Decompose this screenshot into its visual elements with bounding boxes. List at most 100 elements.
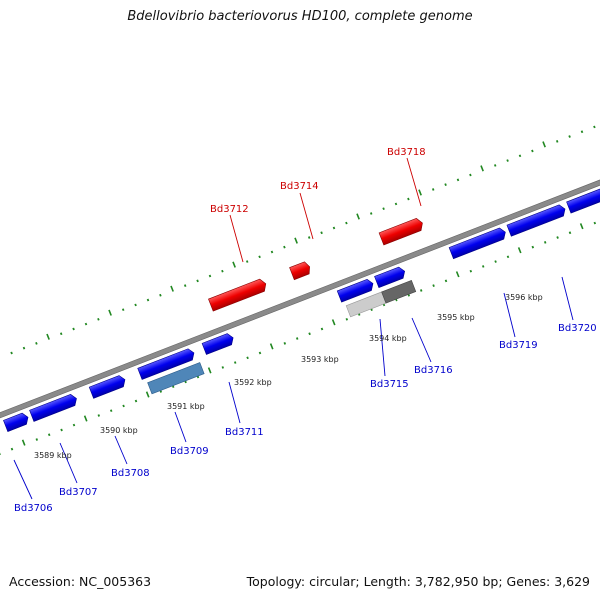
- major-tick: [269, 343, 274, 350]
- minor-tick: [382, 207, 385, 211]
- label-bd3707[interactable]: Bd3707: [59, 487, 98, 498]
- minor-tick: [10, 447, 14, 451]
- minor-tick: [308, 332, 311, 336]
- minor-tick: [258, 351, 262, 355]
- gene-bd3718[interactable]: [378, 217, 425, 246]
- minor-tick: [407, 197, 410, 201]
- leader-bd3707: [59, 442, 78, 484]
- leader-bd3720: [561, 276, 574, 321]
- gene-bd3708[interactable]: [88, 374, 127, 399]
- minor-tick: [568, 231, 572, 235]
- minor-tick: [245, 260, 249, 263]
- label-bd3718[interactable]: Bd3718: [387, 147, 426, 158]
- minor-tick: [555, 139, 559, 143]
- minor-tick: [72, 327, 75, 331]
- label-bd3708[interactable]: Bd3708: [111, 468, 150, 479]
- minor-tick: [10, 351, 13, 355]
- minor-tick: [593, 125, 596, 129]
- label-bd3712[interactable]: Bd3712: [210, 204, 249, 215]
- label-bd3716[interactable]: Bd3716: [414, 365, 453, 376]
- major-tick: [108, 309, 112, 316]
- minor-tick: [146, 298, 150, 302]
- leader-bd3714: [299, 192, 314, 240]
- gene-bd3720[interactable]: [506, 203, 567, 237]
- minor-tick: [47, 433, 51, 437]
- major-tick: [21, 439, 26, 446]
- minor-tick: [345, 221, 348, 225]
- gene-bd3706[interactable]: [3, 412, 30, 432]
- major-tick: [294, 237, 298, 244]
- label-bd3711[interactable]: Bd3711: [225, 427, 264, 438]
- label-bd3706[interactable]: Bd3706: [14, 503, 53, 514]
- gene-bd3716[interactable]: [374, 265, 417, 304]
- major-tick: [517, 247, 522, 254]
- minor-tick: [109, 409, 113, 413]
- minor-tick: [221, 366, 225, 369]
- major-tick: [542, 141, 546, 148]
- minor-tick: [97, 317, 100, 321]
- minor-tick: [258, 255, 261, 259]
- minor-tick: [481, 265, 485, 268]
- scale-label-3592: 3592 kbp: [234, 378, 272, 387]
- gene-next[interactable]: [566, 187, 600, 214]
- leader-bd3715: [379, 318, 386, 377]
- label-bd3719[interactable]: Bd3719: [499, 340, 538, 351]
- major-tick: [46, 333, 50, 340]
- major-tick: [579, 223, 584, 230]
- scale-label-3593: 3593 kbp: [301, 355, 339, 364]
- minor-tick: [196, 279, 199, 283]
- minor-tick: [307, 236, 311, 239]
- accession-text: Accession: NC_005363: [9, 574, 152, 589]
- minor-tick: [469, 269, 473, 273]
- major-tick: [83, 415, 88, 422]
- label-bd3714[interactable]: Bd3714: [280, 181, 319, 192]
- leader-bd3711: [228, 381, 241, 424]
- major-tick: [331, 319, 336, 326]
- label-bd3709[interactable]: Bd3709: [170, 446, 209, 457]
- label-bd3715[interactable]: Bd3715: [370, 379, 409, 390]
- gene-bd3719[interactable]: [448, 227, 507, 260]
- scale-label-3595: 3595 kbp: [437, 313, 475, 322]
- minor-tick: [35, 438, 39, 441]
- minor-tick: [456, 178, 460, 182]
- major-tick: [356, 213, 360, 220]
- major-tick: [232, 261, 236, 268]
- minor-tick: [320, 231, 323, 235]
- minor-tick: [233, 361, 237, 364]
- gene-bd3709[interactable]: [137, 347, 205, 396]
- minor-tick: [506, 159, 509, 162]
- minor-tick: [208, 274, 212, 278]
- minor-tick: [121, 308, 125, 312]
- minor-tick: [134, 303, 137, 307]
- label-bd3720[interactable]: Bd3720: [558, 323, 597, 334]
- minor-tick: [432, 284, 435, 288]
- gene-bd3712[interactable]: [208, 278, 268, 312]
- minor-tick: [444, 279, 448, 283]
- upper-tick-track: [10, 125, 596, 355]
- minor-tick: [122, 404, 125, 408]
- minor-tick: [568, 135, 571, 138]
- scale-label-3594: 3594 kbp: [369, 334, 407, 343]
- minor-tick: [332, 226, 336, 230]
- major-tick: [170, 285, 174, 292]
- minor-tick: [320, 327, 324, 331]
- minor-tick: [543, 240, 547, 244]
- minor-tick: [556, 236, 559, 239]
- minor-tick: [444, 183, 447, 187]
- minor-tick: [134, 399, 138, 403]
- scale-label-3589: 3589 kbp: [34, 451, 72, 460]
- minor-tick: [84, 322, 88, 326]
- minor-tick: [183, 284, 187, 288]
- major-tick: [418, 189, 422, 196]
- gene-bd3707[interactable]: [29, 393, 79, 422]
- gene-bd3711[interactable]: [201, 332, 235, 355]
- minor-tick: [283, 341, 287, 345]
- minor-tick: [283, 245, 286, 249]
- gene-bd3715[interactable]: [336, 276, 387, 318]
- major-tick: [480, 165, 484, 172]
- gene-bd3714[interactable]: [289, 261, 312, 281]
- genome-backbone: [0, 144, 600, 454]
- scale-label-3596: 3596 kbp: [505, 293, 543, 302]
- minor-tick: [518, 154, 522, 158]
